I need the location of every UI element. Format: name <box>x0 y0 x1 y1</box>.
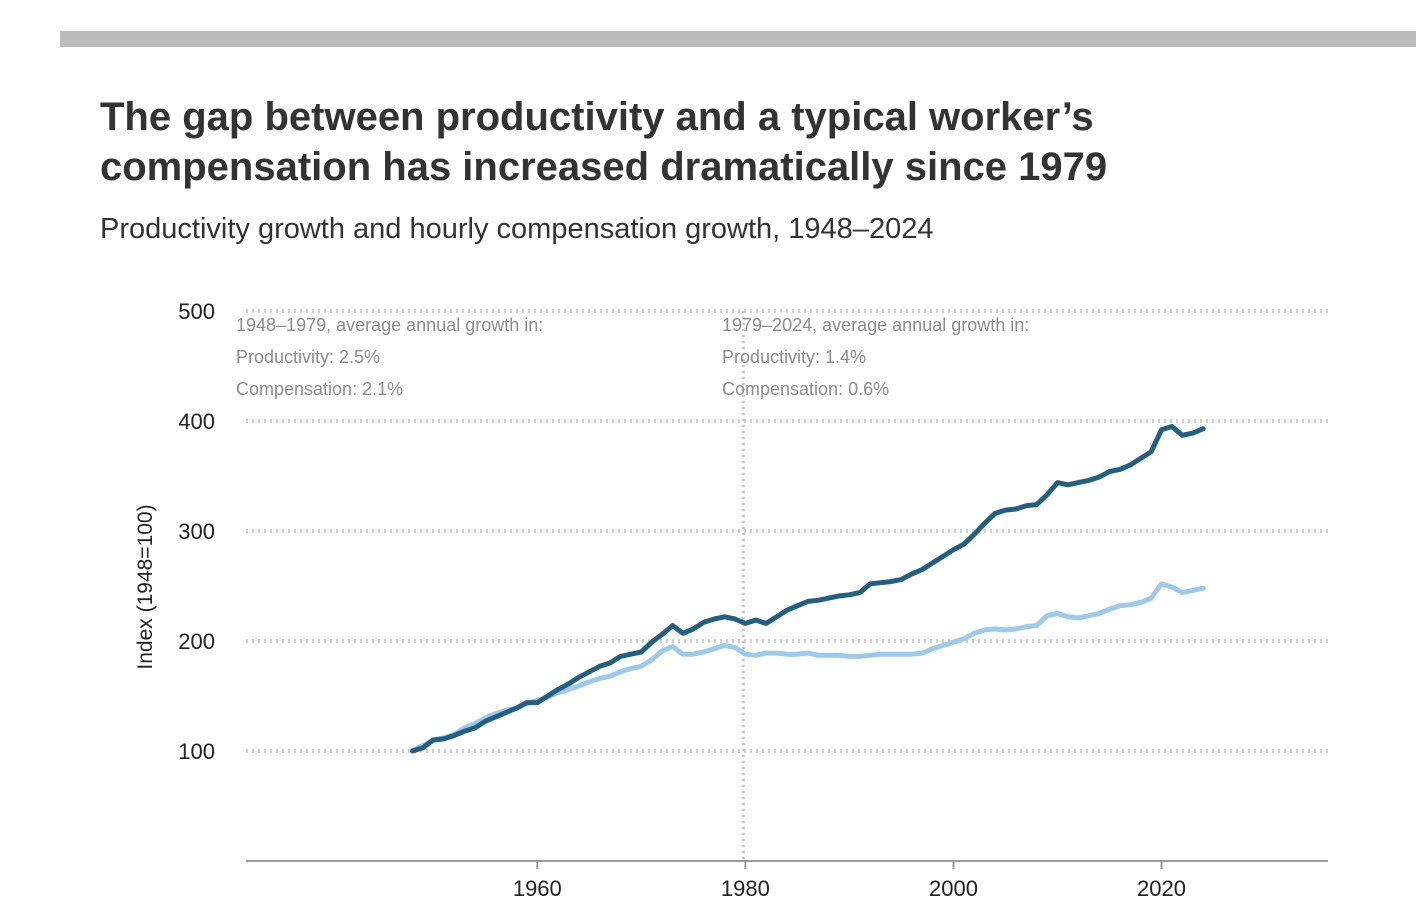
annotation-line: Productivity: 2.5% <box>236 347 380 367</box>
gridlines <box>246 309 1328 753</box>
annotation-line: Compensation: 0.6% <box>722 379 889 399</box>
annotations: 1948–1979, average annual growth in: Prod… <box>236 315 1029 399</box>
y-axis-label: Index (1948=100) <box>134 504 157 669</box>
x-tick-label: 2000 <box>929 876 978 901</box>
y-tick-label: 100 <box>178 739 215 764</box>
series-line-1 <box>410 424 1206 754</box>
x-tick-label: 1960 <box>513 876 562 901</box>
chart-title: The gap between productivity and a typic… <box>100 95 1108 189</box>
y-tick-label: 300 <box>178 519 215 544</box>
x-axis: 1960 1980 2000 2020 <box>246 860 1328 901</box>
series-lines <box>410 424 1206 754</box>
y-tick-label: 500 <box>178 299 215 324</box>
y-tick-label: 200 <box>178 629 215 654</box>
chart-subtitle: Productivity growth and hourly compensat… <box>100 213 934 245</box>
annotation-line: Productivity: 1.4% <box>722 347 866 367</box>
annotation-line: Compensation: 2.1% <box>236 379 403 399</box>
annotation-line: 1979–2024, average annual growth in: <box>722 315 1029 335</box>
x-tick-label: 2020 <box>1137 876 1186 901</box>
annotation-line: 1948–1979, average annual growth in: <box>236 315 543 335</box>
y-tick-labels: 100 200 300 400 500 <box>178 299 215 764</box>
x-tick-label: 1980 <box>721 876 770 901</box>
top-bar <box>60 31 1416 47</box>
y-tick-label: 400 <box>178 409 215 434</box>
series-line-2 <box>410 581 1206 754</box>
